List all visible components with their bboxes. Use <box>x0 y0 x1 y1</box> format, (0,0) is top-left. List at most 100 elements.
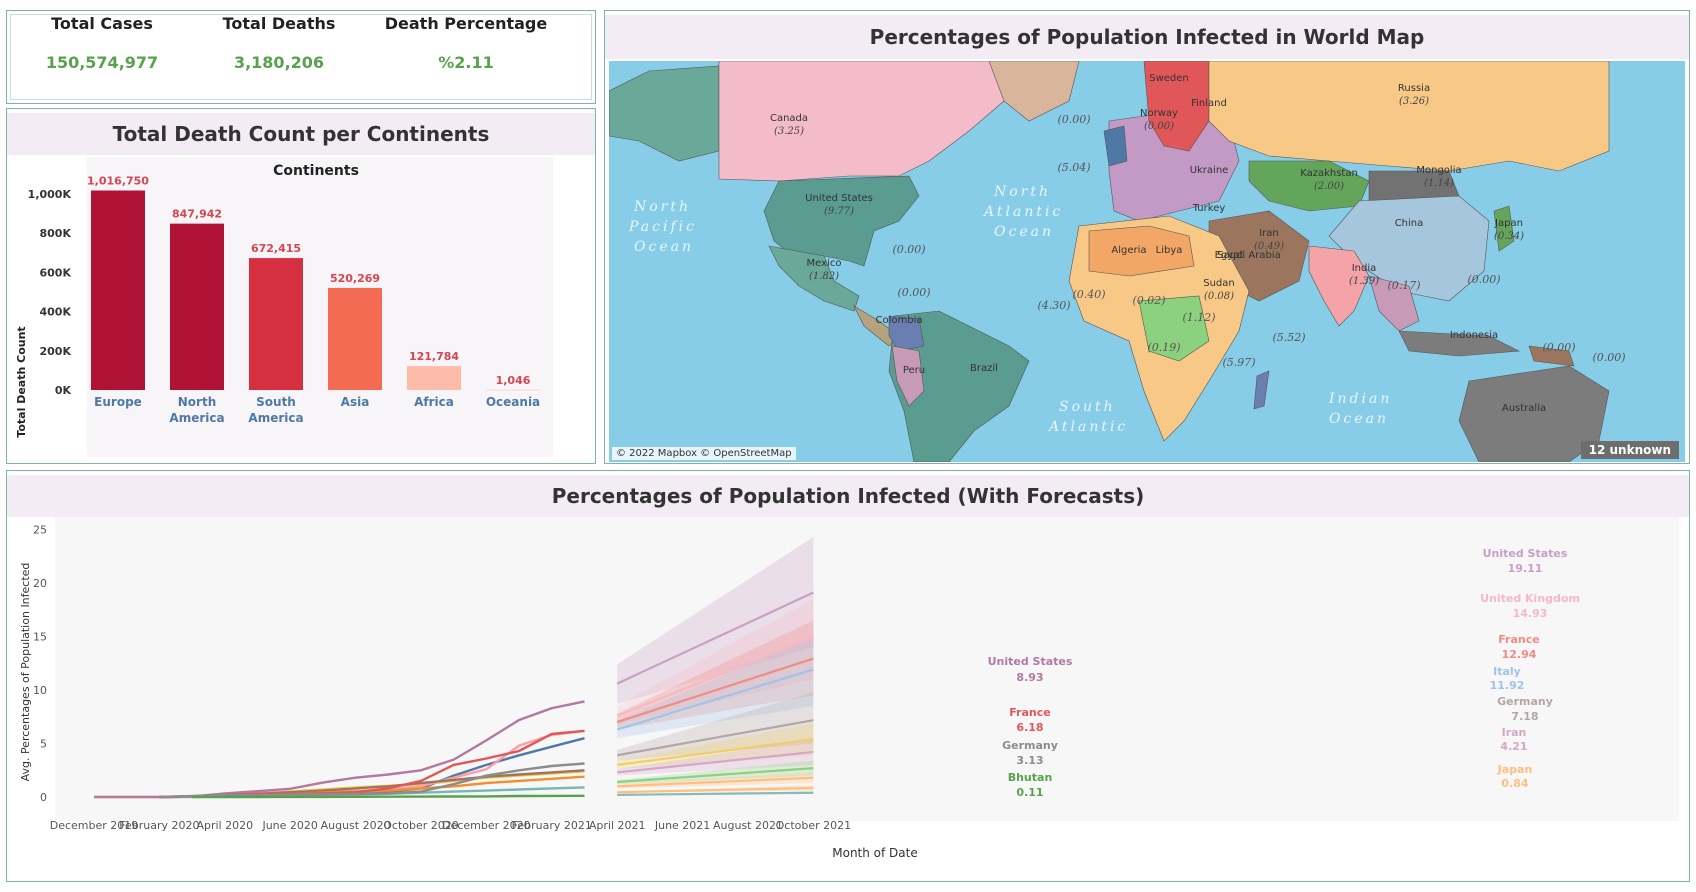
land-usa[interactable] <box>763 175 920 267</box>
bar-category-label[interactable]: Europe <box>94 395 142 409</box>
forecast-line[interactable] <box>617 791 814 796</box>
land-canada[interactable] <box>718 61 1030 182</box>
kpi-total-cases[interactable]: Total Cases 150,574,977 <box>7 11 197 72</box>
map-country-brazil[interactable]: Brazil <box>970 363 998 374</box>
land-india[interactable] <box>1308 245 1370 327</box>
map-country-canada[interactable]: Canada <box>770 113 808 124</box>
land-mexico[interactable] <box>768 245 860 312</box>
map-country-ukraine[interactable]: Ukraine <box>1190 165 1229 176</box>
bar-north-america[interactable] <box>170 223 224 390</box>
map-value-label: (1.12) <box>1182 311 1215 324</box>
forecast-line-italy[interactable] <box>616 668 814 731</box>
land-japan[interactable] <box>1493 205 1515 252</box>
land-greenland[interactable] <box>988 61 1080 122</box>
map-country-united-states[interactable]: United States <box>805 193 873 204</box>
map-country-kazakhstan[interactable]: Kazakhstan <box>1300 168 1358 179</box>
bar-category-label[interactable]: Oceania <box>486 395 540 409</box>
forecast-line-united-states[interactable] <box>616 591 814 685</box>
kpi-total-deaths[interactable]: Total Deaths 3,180,206 <box>184 11 374 72</box>
map-country-finland[interactable]: Finland <box>1191 98 1227 109</box>
map-country-algeria[interactable]: Algeria <box>1111 245 1146 256</box>
line-chart[interactable]: Avg. Percentages of Population Infected … <box>7 517 1689 881</box>
map-country-sweden[interactable]: Sweden <box>1149 73 1189 84</box>
bar-category-label[interactable]: Africa <box>414 395 454 409</box>
land-north-africa[interactable] <box>1088 225 1195 277</box>
map-country-china[interactable]: China <box>1395 218 1424 229</box>
map-country-libya[interactable]: Libya <box>1156 245 1183 256</box>
bar-value-label: 1,016,750 <box>87 175 149 188</box>
bar-category-label[interactable]: South <box>256 395 296 409</box>
bar-asia[interactable] <box>328 287 382 390</box>
forecast-line-united-kingdom[interactable] <box>616 636 814 717</box>
bar-oceania[interactable] <box>486 389 540 391</box>
map-country-russia[interactable]: Russia <box>1398 83 1430 94</box>
map-attribution[interactable]: © 2022 Mapbox © OpenStreetMap <box>612 447 796 460</box>
forecast-line-germany[interactable] <box>617 719 814 757</box>
line-y-tick-label: 5 <box>40 738 47 751</box>
map-country-mexico[interactable]: Mexico <box>807 258 842 269</box>
land-indonesia[interactable] <box>1398 330 1521 357</box>
bar-y-tick-label: 800K <box>40 227 72 240</box>
bar-category-label[interactable]: America <box>248 411 303 425</box>
map-country-australia[interactable]: Australia <box>1502 403 1546 414</box>
forecast-line-france[interactable] <box>616 657 814 724</box>
world-map[interactable]: North Pacific Ocean North Atlantic Ocean… <box>609 61 1685 462</box>
kpi-death-percentage[interactable]: Death Percentage %2.11 <box>371 11 561 72</box>
map-country-value: (2.00) <box>1314 181 1344 192</box>
forecast-line-japan[interactable] <box>617 786 814 794</box>
land-scandinavia[interactable] <box>1143 61 1210 152</box>
map-country-japan[interactable]: Japan <box>1494 218 1523 229</box>
land-china[interactable] <box>1328 195 1490 302</box>
land-russia[interactable] <box>1208 61 1610 172</box>
map-country-peru[interactable]: Peru <box>903 365 925 376</box>
bar-category-label[interactable]: America <box>169 411 224 425</box>
land-alaska[interactable] <box>609 65 720 162</box>
map-country-egypt[interactable]: Egypt <box>1215 250 1244 261</box>
bar-value-label: 121,784 <box>409 350 459 363</box>
bar-south-america[interactable] <box>249 258 303 390</box>
world-map-canvas[interactable]: North Pacific Ocean North Atlantic Ocean… <box>609 61 1685 462</box>
map-value-label: (0.17) <box>1387 279 1420 292</box>
forecast-line[interactable] <box>617 738 814 766</box>
land-central-africa[interactable] <box>1138 295 1210 362</box>
map-country-india[interactable]: India <box>1352 263 1377 274</box>
map-country-iran[interactable]: Iran <box>1259 228 1279 239</box>
land-new-guinea[interactable] <box>1528 345 1575 367</box>
history-line-bhutan[interactable] <box>192 794 585 799</box>
land-peru[interactable] <box>891 345 925 407</box>
land-south-america[interactable] <box>888 310 1030 462</box>
map-country-mongolia[interactable]: Mongolia <box>1416 165 1461 176</box>
map-country-sudan[interactable]: Sudan <box>1203 278 1235 289</box>
forecast-line[interactable] <box>617 776 814 788</box>
series-value-label: 6.18 <box>1016 721 1043 734</box>
bar-y-tick-label: 0K <box>55 384 72 397</box>
line-x-tick-label: April 2021 <box>589 819 646 832</box>
line-plot-background <box>55 517 1679 821</box>
bar-africa[interactable] <box>407 366 461 390</box>
infection-forecast-title: Percentages of Population Infected (With… <box>7 475 1689 517</box>
map-country-norway[interactable]: Norway <box>1140 108 1178 119</box>
land-colombia[interactable] <box>888 315 925 352</box>
map-value-label: (0.02) <box>1132 294 1165 307</box>
forecast-name-label: Italy <box>1493 665 1521 678</box>
map-country-colombia[interactable]: Colombia <box>876 315 923 326</box>
land-southeast-asia[interactable] <box>1368 275 1420 332</box>
land-kazakhstan[interactable] <box>1248 160 1370 212</box>
history-line-germany[interactable] <box>159 762 585 799</box>
ocean-south-atlantic-2: Atlantic <box>1047 419 1128 435</box>
bar-category-label[interactable]: Asia <box>341 395 370 409</box>
unknown-locations-badge[interactable]: 12 unknown <box>1580 441 1679 459</box>
forecast-line[interactable] <box>617 767 814 784</box>
land-madagascar[interactable] <box>1253 370 1270 410</box>
map-country-indonesia[interactable]: Indonesia <box>1450 330 1498 341</box>
map-country-saudi-arabia[interactable]: Saudi Arabia <box>1217 250 1280 261</box>
map-country-turkey[interactable]: Turkey <box>1192 203 1226 214</box>
forecast-value-label: 14.93 <box>1513 607 1548 620</box>
bar-europe[interactable] <box>91 190 145 390</box>
map-value-label: (0.00) <box>1592 351 1625 364</box>
bar-category-label[interactable]: North <box>178 395 216 409</box>
land-uk[interactable] <box>1103 125 1128 167</box>
series-name-label: France <box>1009 706 1050 719</box>
ocean-north-atlantic: North <box>993 184 1051 200</box>
forecast-line-iran[interactable] <box>617 750 814 774</box>
